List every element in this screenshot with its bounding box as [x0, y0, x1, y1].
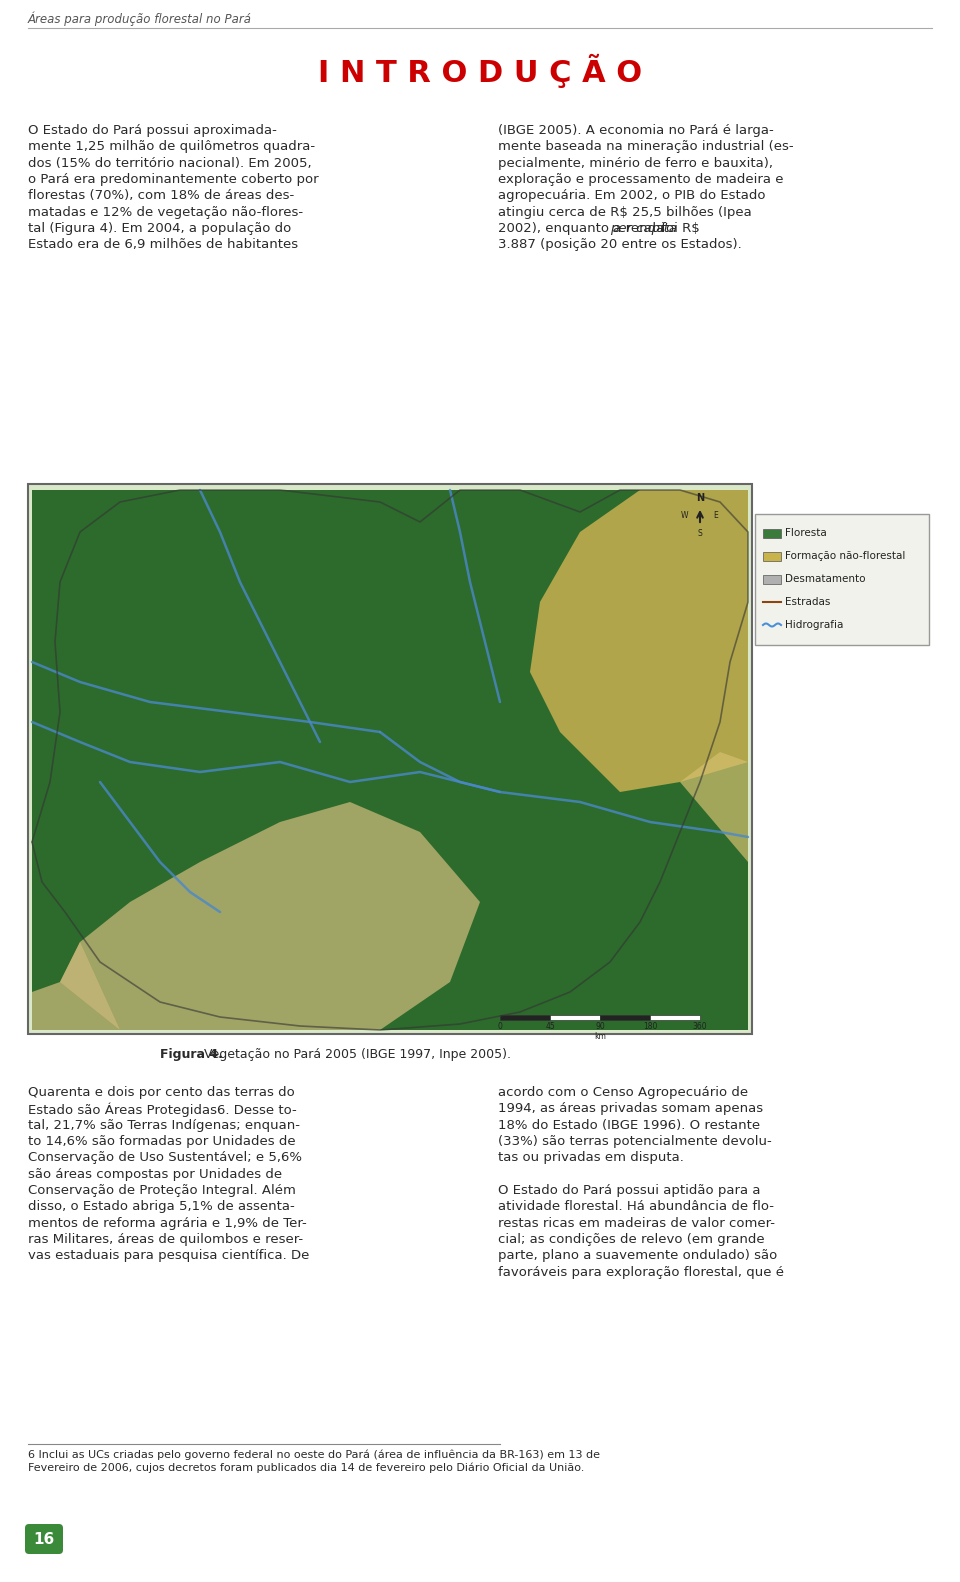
Text: atingiu cerca de R$ 25,5 bilhões (Ipea: atingiu cerca de R$ 25,5 bilhões (Ipea: [498, 206, 752, 218]
Text: E: E: [713, 511, 718, 520]
Polygon shape: [530, 490, 748, 793]
Bar: [28, 484, 752, 1035]
Text: tal (Figura 4). Em 2004, a população do: tal (Figura 4). Em 2004, a população do: [28, 221, 291, 236]
Polygon shape: [32, 490, 748, 1030]
Text: Fevereiro de 2006, cujos decretos foram publicados dia 14 de fevereiro pelo Diár: Fevereiro de 2006, cujos decretos foram …: [28, 1462, 585, 1473]
Text: per capita: per capita: [611, 221, 678, 236]
Polygon shape: [60, 802, 480, 1030]
Text: 1994, as áreas privadas somam apenas: 1994, as áreas privadas somam apenas: [498, 1103, 763, 1115]
Text: exploração e processamento de madeira e: exploração e processamento de madeira e: [498, 172, 783, 187]
Text: 6 Inclui as UCs criadas pelo governo federal no oeste do Pará (área de influênci: 6 Inclui as UCs criadas pelo governo fed…: [28, 1451, 600, 1460]
Text: Estado são Áreas Protegidas6. Desse to-: Estado são Áreas Protegidas6. Desse to-: [28, 1103, 297, 1117]
Text: Conservação de Proteção Integral. Além: Conservação de Proteção Integral. Além: [28, 1183, 296, 1198]
Text: dos (15% do território nacional). Em 2005,: dos (15% do território nacional). Em 200…: [28, 157, 312, 169]
Text: disso, o Estado abriga 5,1% de assenta-: disso, o Estado abriga 5,1% de assenta-: [28, 1201, 295, 1213]
Text: km: km: [594, 1031, 606, 1041]
Text: Estado era de 6,9 milhões de habitantes: Estado era de 6,9 milhões de habitantes: [28, 239, 299, 252]
Bar: [28, 484, 752, 1035]
Text: mente 1,25 milhão de quilômetros quadra-: mente 1,25 milhão de quilômetros quadra-: [28, 141, 315, 153]
Text: ras Militares, áreas de quilombos e reser-: ras Militares, áreas de quilombos e rese…: [28, 1232, 303, 1247]
Text: 18% do Estado (IBGE 1996). O restante: 18% do Estado (IBGE 1996). O restante: [498, 1118, 760, 1131]
Text: Quarenta e dois por cento das terras do: Quarenta e dois por cento das terras do: [28, 1085, 295, 1099]
Text: 3.887 (posição 20 entre os Estados).: 3.887 (posição 20 entre os Estados).: [498, 239, 742, 252]
Polygon shape: [32, 941, 120, 1030]
Text: atividade florestal. Há abundância de flo-: atividade florestal. Há abundância de fl…: [498, 1201, 774, 1213]
Text: são áreas compostas por Unidades de: são áreas compostas por Unidades de: [28, 1168, 282, 1180]
Text: Hidrografia: Hidrografia: [785, 620, 844, 630]
Text: N: N: [696, 494, 704, 503]
Text: foi R$: foi R$: [658, 221, 700, 236]
Bar: [763, 574, 781, 584]
Text: I N T R O D U Ç Ã O: I N T R O D U Ç Ã O: [318, 54, 642, 89]
Text: favoráveis para exploração florestal, que é: favoráveis para exploração florestal, qu…: [498, 1266, 784, 1278]
Text: (33%) são terras potencialmente devolu-: (33%) são terras potencialmente devolu-: [498, 1134, 772, 1149]
Text: (IBGE 2005). A economia no Pará é larga-: (IBGE 2005). A economia no Pará é larga-: [498, 123, 774, 138]
Text: pecialmente, minério de ferro e bauxita),: pecialmente, minério de ferro e bauxita)…: [498, 157, 773, 169]
Text: to 14,6% são formadas por Unidades de: to 14,6% são formadas por Unidades de: [28, 1134, 296, 1149]
Text: 360: 360: [693, 1022, 708, 1031]
Text: Vegetação no Pará 2005 (IBGE 1997, Inpe 2005).: Vegetação no Pará 2005 (IBGE 1997, Inpe …: [200, 1047, 511, 1062]
Text: agropecuária. Em 2002, o PIB do Estado: agropecuária. Em 2002, o PIB do Estado: [498, 190, 765, 202]
Text: Floresta: Floresta: [785, 528, 827, 538]
Text: S: S: [698, 528, 703, 538]
Text: cial; as condições de relevo (em grande: cial; as condições de relevo (em grande: [498, 1232, 764, 1247]
FancyBboxPatch shape: [755, 514, 929, 645]
Text: 2002), enquanto a renda: 2002), enquanto a renda: [498, 221, 668, 236]
Polygon shape: [680, 751, 748, 862]
FancyBboxPatch shape: [25, 1523, 63, 1554]
Text: tal, 21,7% são Terras Indígenas; enquan-: tal, 21,7% são Terras Indígenas; enquan-: [28, 1118, 300, 1131]
Text: 90: 90: [595, 1022, 605, 1031]
Text: 16: 16: [34, 1531, 55, 1547]
Bar: [500, 1016, 550, 1020]
Text: acordo com o Censo Agropecuário de: acordo com o Censo Agropecuário de: [498, 1085, 748, 1099]
Text: O Estado do Pará possui aproximada-: O Estado do Pará possui aproximada-: [28, 123, 276, 138]
Text: Estradas: Estradas: [785, 596, 830, 607]
Text: o Pará era predominantemente coberto por: o Pará era predominantemente coberto por: [28, 172, 319, 187]
Text: 180: 180: [643, 1022, 658, 1031]
Text: O Estado do Pará possui aptidão para a: O Estado do Pará possui aptidão para a: [498, 1183, 760, 1198]
Text: 0: 0: [497, 1022, 502, 1031]
Text: Formação não-florestal: Formação não-florestal: [785, 551, 905, 562]
Bar: [650, 1016, 700, 1020]
Text: restas ricas em madeiras de valor comer-: restas ricas em madeiras de valor comer-: [498, 1217, 775, 1229]
Bar: [550, 1016, 600, 1020]
Text: 45: 45: [545, 1022, 555, 1031]
Bar: [600, 1016, 650, 1020]
Text: florestas (70%), com 18% de áreas des-: florestas (70%), com 18% de áreas des-: [28, 190, 295, 202]
Bar: [763, 528, 781, 538]
Text: vas estaduais para pesquisa científica. De: vas estaduais para pesquisa científica. …: [28, 1250, 309, 1262]
Bar: [763, 552, 781, 562]
Text: mente baseada na mineração industrial (es-: mente baseada na mineração industrial (e…: [498, 141, 794, 153]
Text: mentos de reforma agrária e 1,9% de Ter-: mentos de reforma agrária e 1,9% de Ter-: [28, 1217, 307, 1229]
Text: tas ou privadas em disputa.: tas ou privadas em disputa.: [498, 1152, 684, 1164]
Text: Conservação de Uso Sustentável; e 5,6%: Conservação de Uso Sustentável; e 5,6%: [28, 1152, 302, 1164]
Text: W: W: [681, 511, 688, 520]
Text: Figura 4.: Figura 4.: [160, 1047, 223, 1062]
Text: matadas e 12% de vegetação não-flores-: matadas e 12% de vegetação não-flores-: [28, 206, 303, 218]
Text: Áreas para produção florestal no Pará: Áreas para produção florestal no Pará: [28, 13, 252, 27]
Text: Desmatamento: Desmatamento: [785, 574, 866, 584]
Text: parte, plano a suavemente ondulado) são: parte, plano a suavemente ondulado) são: [498, 1250, 778, 1262]
